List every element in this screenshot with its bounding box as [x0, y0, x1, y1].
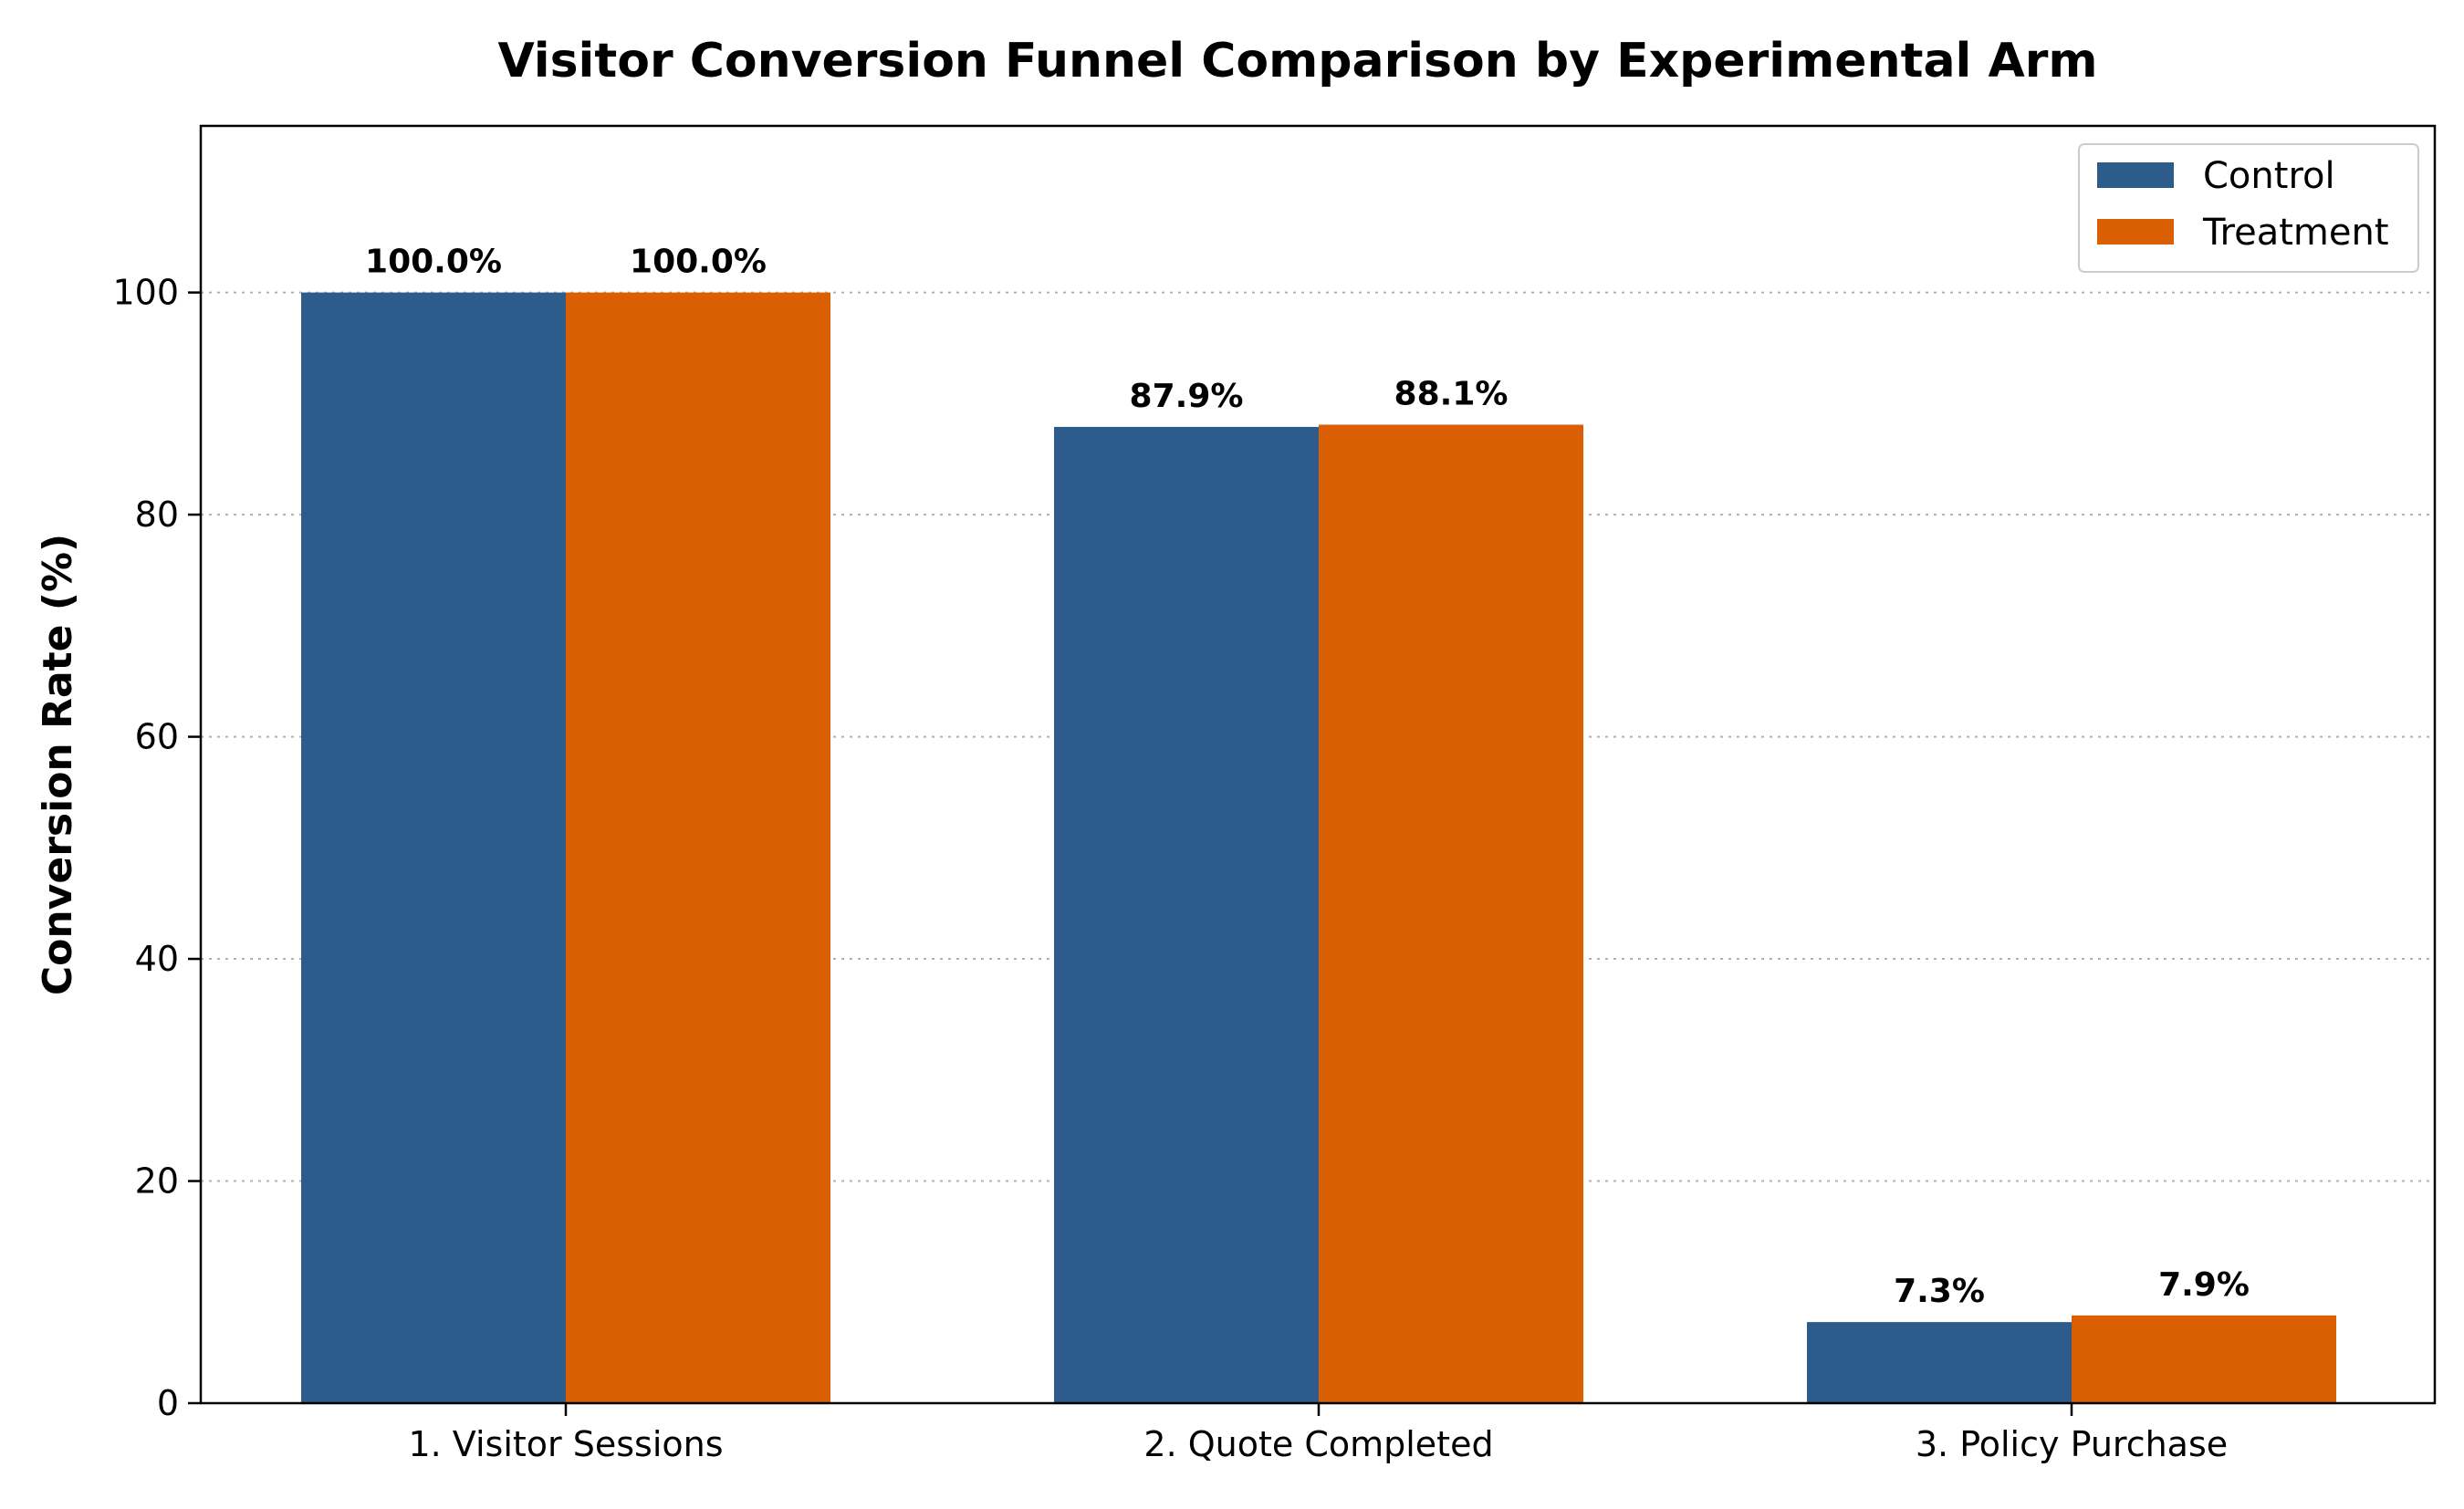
y-tick-label-20: 20 — [135, 1161, 179, 1202]
bar-treatment-3 — [2072, 1315, 2336, 1403]
x-axis: 1. Visitor Sessions 2. Quote Completed 3. … — [408, 1403, 2228, 1464]
data-labels: 100.0% 100.0% 87.9% 88.1% 7.3% 7.9% — [365, 244, 2250, 1311]
bars — [301, 292, 2336, 1404]
data-label-control-3: 7.3% — [1894, 1273, 1985, 1310]
y-tick-label-40: 40 — [135, 939, 179, 979]
legend: Control Treatment — [2078, 143, 2419, 273]
x-tick-label-1: 1. Visitor Sessions — [408, 1424, 723, 1464]
chart-title: Visitor Conversion Funnel Comparison by … — [497, 34, 2097, 88]
y-axis-label: Conversion Rate (%) — [35, 534, 81, 995]
data-label-treatment-2: 88.1% — [1394, 375, 1509, 412]
legend-swatch-control — [2097, 162, 2174, 188]
y-tick-label-60: 60 — [135, 717, 179, 757]
y-tick-label-0: 0 — [157, 1383, 179, 1423]
x-tick-label-3: 3. Policy Purchase — [1916, 1424, 2228, 1464]
y-axis: 0 20 40 60 80 100 — [112, 273, 201, 1423]
legend-label-control: Control — [2203, 155, 2335, 197]
legend-label-treatment: Treatment — [2202, 212, 2389, 254]
data-label-control-2: 87.9% — [1130, 378, 1244, 415]
bar-control-3 — [1807, 1322, 2072, 1403]
data-label-treatment-1: 100.0% — [630, 244, 767, 281]
bar-treatment-1 — [566, 292, 830, 1404]
y-tick-label-100: 100 — [112, 273, 179, 313]
data-label-treatment-3: 7.9% — [2158, 1266, 2250, 1304]
x-tick-label-2: 2. Quote Completed — [1143, 1424, 1493, 1464]
bar-control-2 — [1054, 426, 1319, 1403]
y-tick-label-80: 80 — [135, 494, 179, 535]
bar-control-1 — [301, 292, 566, 1404]
data-label-control-1: 100.0% — [365, 244, 502, 281]
bar-treatment-2 — [1319, 424, 1583, 1403]
legend-swatch-treatment — [2097, 219, 2174, 245]
